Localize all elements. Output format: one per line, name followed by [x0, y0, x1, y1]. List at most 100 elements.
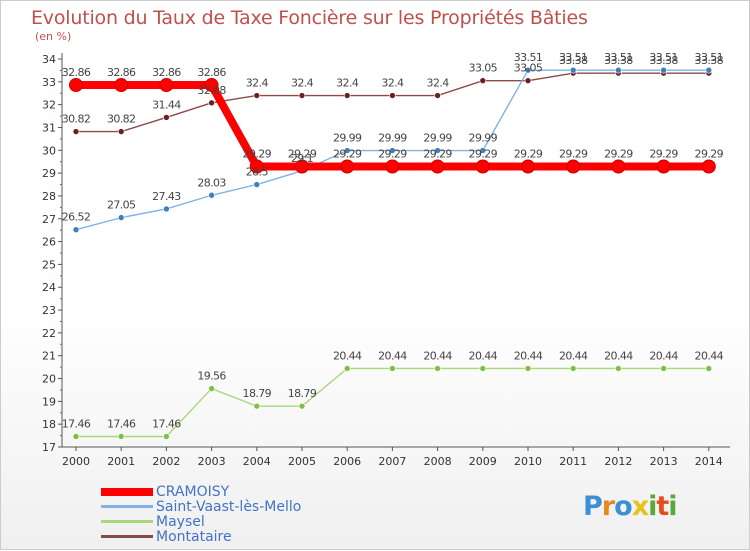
point-cramoisy-2010 [521, 159, 535, 174]
y-tick-label-29: 29 [42, 167, 56, 180]
y-tick-label-23: 23 [42, 304, 56, 317]
legend-label-1: Saint-Vaast-lès-Mello [156, 499, 302, 515]
point-saint-vaast-l-s-mello-2006 [343, 147, 351, 154]
point-saint-vaast-l-s-mello-2007 [389, 147, 396, 154]
point-montataire-2001 [117, 128, 125, 135]
data-label-saint-vaast-l-s-mello-2003: 28.03 [197, 176, 226, 189]
point-maysel-2006 [343, 365, 351, 372]
data-label-montataire-2006: 32.4 [336, 77, 359, 90]
y-tick-label-28: 28 [42, 190, 56, 203]
data-label-saint-vaast-l-s-mello-2010: 33.51 [514, 51, 543, 64]
data-label-cramoisy-2006: 29.29 [333, 147, 362, 160]
unit-label: (en %) [35, 30, 72, 43]
point-saint-vaast-l-s-mello-2008 [434, 147, 441, 154]
y-tick-label-24: 24 [42, 281, 56, 294]
data-label-montataire-2007: 32.4 [381, 77, 404, 90]
data-label-maysel-2011: 20.44 [559, 349, 588, 362]
data-label-cramoisy-2007: 29.29 [378, 147, 407, 160]
logo-letter-3: x [631, 491, 649, 522]
logo-letter-2: o [614, 491, 633, 522]
x-tick-label-2001: 2001 [107, 455, 135, 468]
legend-swatch-3 [101, 535, 153, 538]
data-label-saint-vaast-l-s-mello-2000: 26.52 [62, 211, 91, 224]
data-label-montataire-2002: 31.44 [152, 98, 181, 111]
point-cramoisy-2005 [295, 159, 309, 174]
y-tick-label-30: 30 [42, 144, 56, 157]
x-tick-label-2011: 2011 [559, 455, 587, 468]
point-maysel-2008 [434, 365, 441, 372]
x-tick-label-2014: 2014 [695, 455, 723, 468]
y-tick-label-34: 34 [42, 53, 56, 66]
point-cramoisy-2014 [701, 159, 716, 174]
point-maysel-2011 [569, 365, 577, 372]
y-tick-label-18: 18 [42, 418, 56, 431]
point-saint-vaast-l-s-mello-2010 [524, 66, 532, 74]
point-montataire-2000 [72, 128, 80, 135]
point-cramoisy-2004 [249, 159, 264, 174]
point-montataire-2007 [389, 92, 396, 99]
legend-swatch-0 [101, 488, 153, 496]
point-maysel-2012 [615, 365, 622, 372]
data-label-montataire-2008: 32.4 [427, 77, 450, 90]
point-maysel-2002 [163, 433, 170, 440]
point-montataire-2002 [163, 114, 170, 121]
logo-letter-4: i [648, 491, 657, 522]
logo-letter-0: P [583, 491, 603, 522]
point-cramoisy-2011 [566, 159, 581, 174]
data-label-maysel-2014: 20.44 [695, 349, 724, 362]
data-label-saint-vaast-l-s-mello-2011: 33.51 [559, 51, 588, 64]
point-cramoisy-2008 [430, 159, 445, 174]
y-tick-label-26: 26 [42, 236, 56, 249]
point-maysel-2005 [298, 402, 306, 410]
data-label-saint-vaast-l-s-mello-2005: 29.1 [291, 152, 313, 165]
point-montataire-2003 [208, 99, 215, 107]
y-tick-label-19: 19 [42, 395, 56, 408]
point-maysel-2001 [117, 433, 125, 440]
point-saint-vaast-l-s-mello-2004 [253, 181, 261, 188]
y-tick-label-31: 31 [42, 121, 56, 134]
x-tick-label-2008: 2008 [424, 455, 452, 468]
data-label-montataire-2003: 32.08 [197, 84, 226, 97]
data-label-saint-vaast-l-s-mello-2006: 29.99 [333, 132, 362, 145]
y-tick-label-17: 17 [42, 441, 56, 454]
legend-swatch-2 [101, 520, 153, 523]
data-label-montataire-2005: 32.4 [291, 77, 314, 90]
x-tick-label-2013: 2013 [650, 455, 678, 468]
x-tick-label-2006: 2006 [333, 455, 361, 468]
data-label-maysel-2007: 20.44 [378, 349, 407, 362]
data-label-maysel-2005: 18.79 [288, 387, 317, 400]
logo-letter-5: t [656, 491, 669, 522]
point-maysel-2013 [660, 365, 667, 372]
point-maysel-2010 [524, 365, 532, 372]
point-saint-vaast-l-s-mello-2003 [208, 191, 215, 199]
data-label-cramoisy-2004: 29.29 [243, 147, 272, 160]
y-tick-label-20: 20 [42, 373, 56, 386]
data-label-montataire-2000: 30.82 [62, 113, 91, 126]
x-tick-label-2010: 2010 [514, 455, 542, 468]
y-tick-label-21: 21 [42, 350, 56, 363]
legend-label-2: Maysel [156, 514, 205, 530]
point-cramoisy-2006 [340, 159, 355, 174]
point-saint-vaast-l-s-mello-2011 [569, 66, 577, 74]
point-cramoisy-2000 [69, 78, 83, 93]
point-maysel-2000 [72, 433, 80, 440]
data-label-maysel-2002: 17.46 [152, 418, 181, 431]
legend-label-3: Montataire [156, 529, 232, 545]
y-tick-label-33: 33 [42, 76, 56, 89]
data-label-cramoisy-2011: 29.29 [559, 147, 588, 160]
legend-swatch-1 [101, 505, 153, 508]
data-label-maysel-2009: 20.44 [469, 349, 498, 362]
proxiti-logo: Proxiti [583, 491, 678, 522]
point-montataire-2010 [524, 77, 532, 84]
data-label-montataire-2012: 33.38 [604, 54, 633, 67]
legend-label-0: CRAMOISY [156, 484, 230, 500]
x-tick-label-2003: 2003 [198, 455, 226, 468]
data-label-saint-vaast-l-s-mello-2009: 29.99 [469, 132, 498, 145]
data-label-cramoisy-2008: 29.29 [423, 147, 452, 160]
point-cramoisy-2007 [385, 159, 400, 174]
point-cramoisy-2009 [475, 159, 490, 174]
data-label-cramoisy-2012: 29.29 [604, 147, 633, 160]
data-label-cramoisy-2001: 32.86 [107, 66, 136, 79]
data-label-maysel-2004: 18.79 [243, 387, 272, 400]
